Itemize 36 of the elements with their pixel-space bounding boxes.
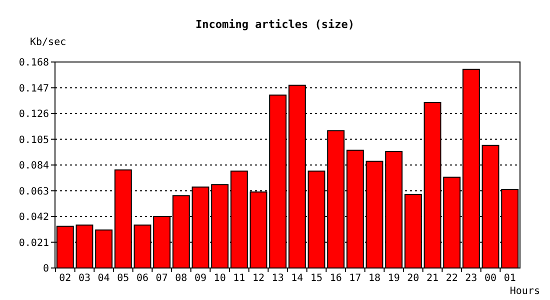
x-tick-label: 06: [136, 273, 149, 284]
y-tick-label: 0.063: [18, 186, 49, 198]
y-tick-label: 0.126: [18, 109, 49, 120]
x-tick-label: 09: [194, 273, 207, 284]
y-tick-label: 0.105: [18, 134, 49, 146]
y-axis-title: Kb/sec: [30, 37, 66, 48]
x-tick-label: 12: [252, 273, 265, 284]
x-tick-label: 00: [484, 273, 497, 284]
x-tick-label: 17: [349, 273, 362, 284]
x-tick-label: 21: [426, 273, 439, 284]
x-tick-label: 18: [368, 273, 381, 284]
x-tick-label: 03: [78, 273, 91, 284]
x-tick-label: 14: [291, 273, 304, 284]
y-tick-label: 0.021: [18, 238, 49, 249]
y-tick-label: 0.168: [18, 58, 49, 68]
y-tick-label: 0.147: [18, 83, 49, 94]
y-tick-label: 0.042: [18, 212, 49, 223]
y-tick-label: 0.084: [18, 160, 49, 172]
y-tick-label: 0: [42, 264, 49, 274]
chart-title: Incoming articles (size): [196, 18, 354, 31]
x-tick-label: 08: [175, 273, 188, 284]
x-tick-label: 16: [330, 273, 342, 284]
x-tick-label: 23: [465, 273, 478, 284]
x-tick-label: 02: [59, 273, 72, 284]
x-tick-label: 13: [272, 273, 284, 284]
x-tick-label: 10: [214, 273, 226, 284]
x-tick-label: 15: [310, 273, 323, 284]
x-tick-label: 22: [446, 273, 458, 284]
x-tick-label: 05: [117, 273, 130, 284]
x-tick-label: 04: [98, 273, 110, 284]
x-tick-label: 07: [156, 273, 168, 284]
x-tick-label: 19: [388, 273, 400, 284]
x-tick-label: 11: [233, 273, 246, 284]
x-axis-title: Hours: [510, 286, 540, 297]
x-tick-label: 01: [504, 273, 516, 284]
x-tick-label: 20: [407, 273, 420, 284]
